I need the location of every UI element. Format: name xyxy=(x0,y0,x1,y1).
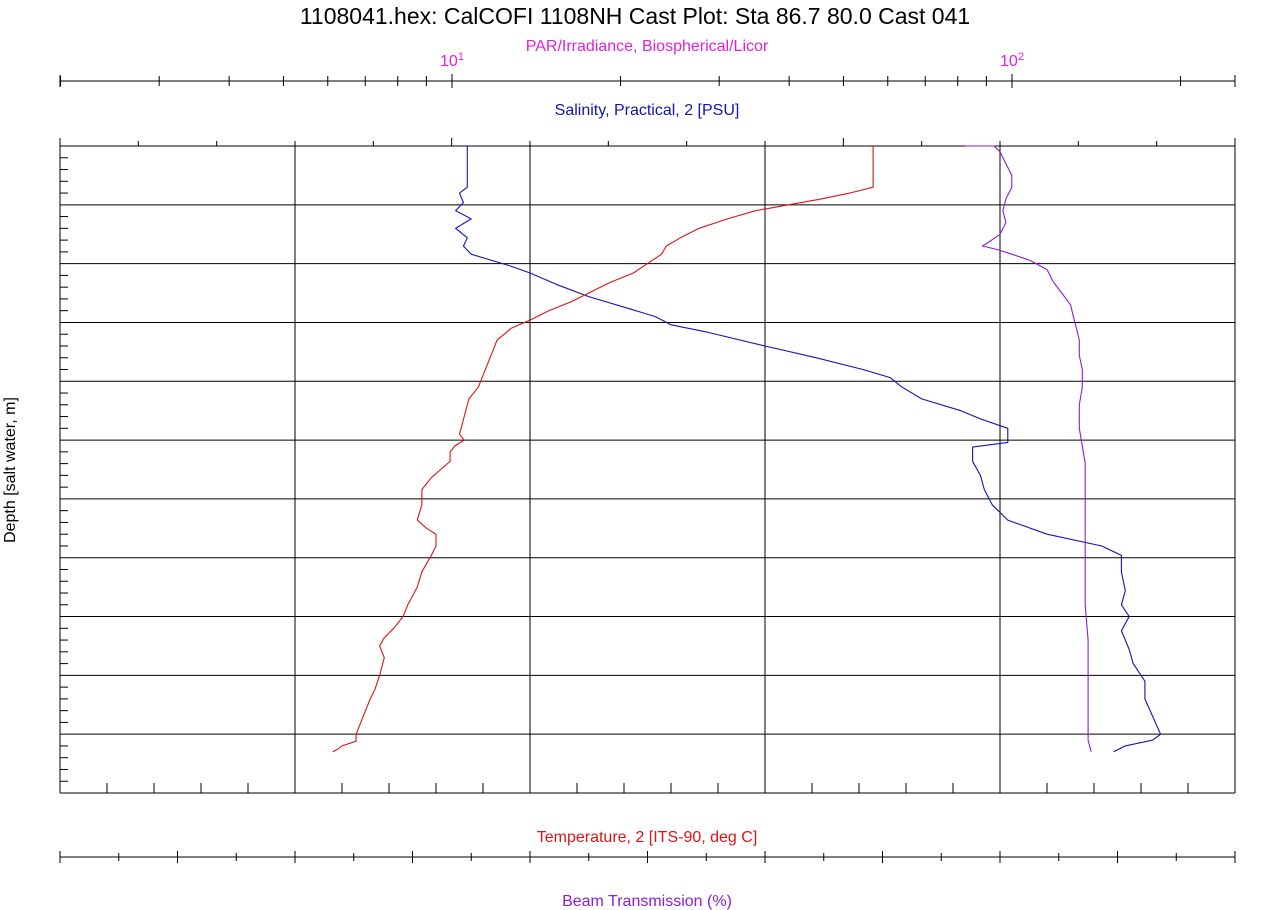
depth-axis-ticks xyxy=(60,157,68,782)
grid xyxy=(59,145,1236,794)
temperature-axis: Temperature, 2 [ITS-90, deg C] xyxy=(106,783,1189,846)
par-tick-exponent: 1 xyxy=(458,51,464,63)
chart-title: 1108041.hex: CalCOFI 1108NH Cast Plot: S… xyxy=(300,3,970,29)
beam-transmission-line xyxy=(964,145,1092,752)
par-tick-base: 10 xyxy=(440,53,458,70)
par-tick-label: 102 xyxy=(1000,51,1024,70)
temperature-axis-ticks xyxy=(106,783,1189,793)
series-layer xyxy=(332,145,1162,753)
par-axis-ticks: 101 102 xyxy=(59,51,1236,88)
par-axis-label: PAR/Irradiance, Biospherical/Licor xyxy=(526,38,769,55)
depth-axis-label: Depth [salt water, m] xyxy=(2,397,19,543)
par-tick-label: 101 xyxy=(440,51,464,70)
salinity-axis: Salinity, Practical, 2 [PSU] xyxy=(59,102,1236,146)
beam-axis-ticks xyxy=(59,851,1236,863)
temperature-line xyxy=(332,146,874,753)
par-tick-exponent: 2 xyxy=(1018,51,1024,63)
depth-axis: Depth [salt water, m] xyxy=(2,157,68,782)
par-axis: PAR/Irradiance, Biospherical/Licor 101 10… xyxy=(59,38,1236,88)
beam-axis-label: Beam Transmission (%) xyxy=(562,893,732,910)
salinity-line xyxy=(455,146,1162,753)
salinity-axis-ticks xyxy=(59,138,1236,146)
par-tick-base: 10 xyxy=(1000,53,1018,70)
beam-axis: Beam Transmission (%) xyxy=(59,851,1236,910)
temperature-axis-label: Temperature, 2 [ITS-90, deg C] xyxy=(537,829,758,846)
salinity-axis-label: Salinity, Practical, 2 [PSU] xyxy=(555,102,740,119)
plot-area xyxy=(59,145,1236,794)
